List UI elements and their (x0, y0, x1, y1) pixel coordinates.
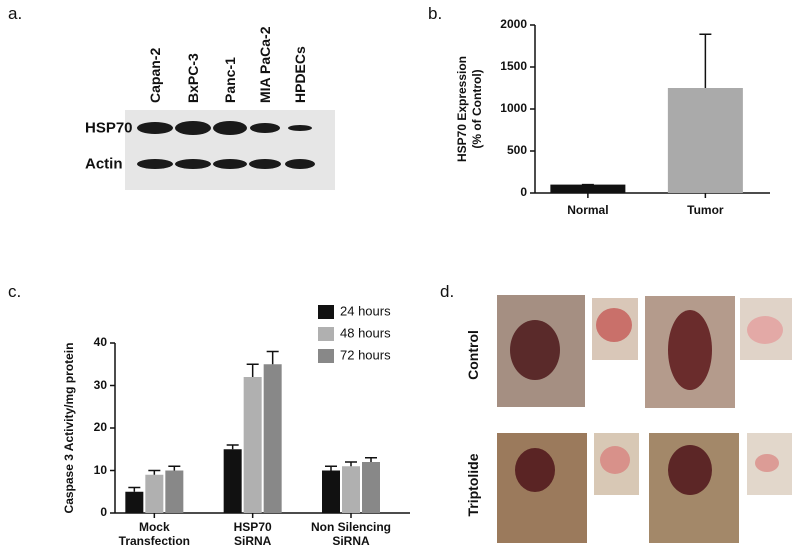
x-tick-label: Non Silencing SiRNA (310, 520, 392, 546)
y-tick-label: 10 (93, 462, 107, 477)
panel-label: c. (8, 282, 22, 302)
y-tick-label: 500 (506, 143, 527, 158)
error-bar (699, 33, 712, 88)
legend-swatch (318, 327, 334, 341)
bar (145, 474, 164, 513)
y-axis-title: Caspase 3 Activity/mg protein (62, 342, 77, 514)
lane-label: Panc-1 (221, 57, 238, 103)
bar (263, 364, 282, 513)
x-tick-label: Mock Transfection (118, 520, 191, 546)
error-bar (246, 363, 259, 377)
legend-label: 72 hours (340, 347, 391, 363)
legend-label: 24 hours (340, 303, 391, 319)
y-tick-label: 0 (100, 505, 107, 520)
lane-label: MIA PaCa-2 (256, 26, 273, 103)
x-tick-label: Tumor (687, 203, 724, 218)
legend-swatch (318, 305, 334, 319)
error-bar (266, 350, 279, 365)
bar (362, 462, 380, 513)
row-label: Control (464, 330, 481, 380)
y-axis-title: HSP70 Expression (455, 55, 470, 163)
error-bar (148, 469, 161, 475)
legend-label: 48 hours (340, 325, 391, 341)
lane-label: HPDECs (291, 46, 308, 103)
y-tick-label: 0 (520, 185, 527, 200)
photos (497, 295, 792, 543)
bar (322, 470, 340, 513)
bar (223, 449, 242, 513)
blot-bands (137, 121, 315, 169)
row-label: HSP70 (85, 119, 133, 137)
bar (243, 377, 262, 513)
row-label: Actin (85, 155, 123, 173)
error-bar (226, 444, 239, 450)
bar (125, 491, 144, 513)
y-tick-label: 40 (93, 335, 107, 350)
bar (165, 470, 184, 513)
panel-label: a. (8, 4, 23, 24)
lane-label: BxPC-3 (184, 53, 201, 103)
bar (550, 184, 626, 193)
error-bar (168, 465, 181, 471)
bar (342, 466, 360, 513)
y-tick-label: 30 (93, 377, 107, 392)
error-bar (345, 461, 357, 467)
row-label: Triptolide (464, 453, 481, 517)
error-bar (325, 465, 337, 471)
lane-label: Capan-2 (146, 47, 163, 103)
y-tick-label: 1000 (500, 101, 527, 116)
legend-swatch (318, 349, 334, 363)
y-axis-title: (% of Control) (470, 69, 485, 149)
bar (667, 88, 743, 193)
y-tick-label: 2000 (500, 17, 527, 32)
panel-label: d. (440, 282, 455, 302)
error-bar (365, 457, 377, 462)
panel-label: b. (428, 4, 443, 24)
x-tick-label: HSP70 SiRNA (233, 520, 272, 546)
y-tick-label: 1500 (500, 59, 527, 74)
y-tick-label: 20 (93, 420, 107, 435)
x-tick-label: Normal (567, 203, 609, 218)
error-bar (128, 486, 141, 492)
